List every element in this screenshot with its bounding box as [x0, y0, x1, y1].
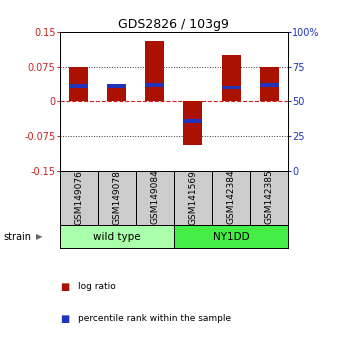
Bar [145, 41, 164, 101]
Bar [260, 67, 279, 101]
Bar [145, 83, 164, 86]
Bar [183, 101, 203, 145]
Bar [183, 119, 203, 123]
Text: GSM149084: GSM149084 [150, 170, 159, 224]
Bar [174, 171, 212, 225]
Bar [60, 225, 174, 248]
Bar [250, 171, 288, 225]
Text: percentile rank within the sample: percentile rank within the sample [78, 314, 232, 323]
Text: GSM142384: GSM142384 [226, 170, 236, 224]
Title: GDS2826 / 103g9: GDS2826 / 103g9 [118, 18, 229, 31]
Text: GSM142385: GSM142385 [265, 170, 273, 224]
Text: NY1DD: NY1DD [213, 232, 249, 242]
Text: ■: ■ [60, 282, 69, 292]
Bar [107, 85, 126, 101]
Bar [212, 171, 250, 225]
Bar [107, 84, 126, 88]
Text: GSM141569: GSM141569 [189, 170, 197, 224]
Text: ■: ■ [60, 314, 69, 324]
Text: GSM149076: GSM149076 [74, 170, 83, 224]
Text: strain: strain [3, 232, 31, 242]
Bar [222, 55, 240, 101]
Text: GSM149078: GSM149078 [112, 170, 121, 224]
Bar [174, 225, 288, 248]
Text: ▶: ▶ [36, 232, 43, 241]
Bar [260, 83, 279, 86]
Text: log ratio: log ratio [78, 282, 116, 291]
Bar [60, 171, 98, 225]
Text: wild type: wild type [93, 232, 140, 242]
Bar [222, 86, 240, 89]
Bar [69, 67, 88, 101]
Bar [136, 171, 174, 225]
Bar [69, 84, 88, 88]
Bar [98, 171, 136, 225]
